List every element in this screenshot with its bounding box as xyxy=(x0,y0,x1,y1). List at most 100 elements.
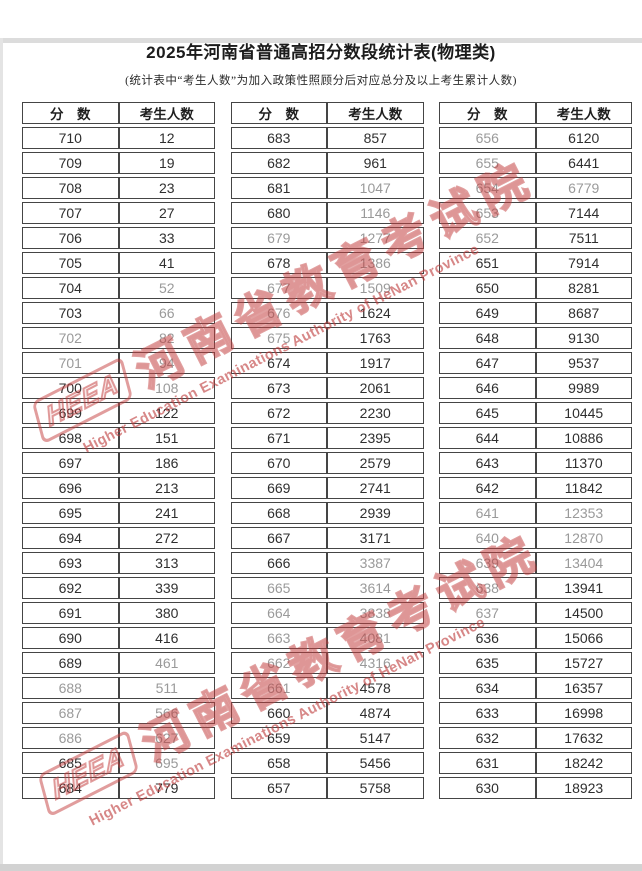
score-cell: 658 xyxy=(230,752,327,774)
count-cell: 9989 xyxy=(535,377,632,399)
count-cell: 2230 xyxy=(327,402,424,424)
score-cell: 694 xyxy=(22,527,119,549)
score-column-header: 分 数 xyxy=(439,102,536,124)
table-row: 669 2741 xyxy=(230,477,424,499)
table-row: 642 11842 xyxy=(439,477,632,499)
score-cell: 699 xyxy=(22,402,119,424)
score-cell: 704 xyxy=(22,277,119,299)
count-cell: 18242 xyxy=(535,752,632,774)
score-cell: 689 xyxy=(22,652,119,674)
table-row: 651 7914 xyxy=(439,252,632,274)
count-cell: 7144 xyxy=(535,202,632,224)
count-cell: 41 xyxy=(118,252,215,274)
table-row: 671 2395 xyxy=(230,427,424,449)
score-cell: 662 xyxy=(230,652,327,674)
count-cell: 380 xyxy=(118,602,215,624)
score-cell: 661 xyxy=(230,677,327,699)
score-cell: 655 xyxy=(439,152,536,174)
score-cell: 635 xyxy=(439,652,536,674)
score-cell: 664 xyxy=(230,602,327,624)
table-row: 707 27 xyxy=(22,202,215,224)
score-cell: 653 xyxy=(439,202,536,224)
count-cell: 566 xyxy=(118,702,215,724)
table-row: 657 5758 xyxy=(230,777,424,799)
score-cell: 646 xyxy=(439,377,536,399)
table-row: 641 12353 xyxy=(439,502,632,524)
photo-edge-top xyxy=(0,38,642,43)
page-title: 2025年河南省普通高招分数段统计表(物理类) xyxy=(146,43,496,62)
count-cell: 1509 xyxy=(327,277,424,299)
score-cell: 671 xyxy=(230,427,327,449)
score-cell: 698 xyxy=(22,427,119,449)
count-cell: 5147 xyxy=(327,727,424,749)
score-cell: 649 xyxy=(439,302,536,324)
table-row: 672 2230 xyxy=(230,402,424,424)
table-row: 688 511 xyxy=(22,677,215,699)
table-row: 670 2579 xyxy=(230,452,424,474)
score-cell: 685 xyxy=(22,752,119,774)
count-cell: 857 xyxy=(327,127,424,149)
table-row: 647 9537 xyxy=(439,352,632,374)
score-cell: 679 xyxy=(230,227,327,249)
count-cell: 52 xyxy=(118,277,215,299)
score-cell: 640 xyxy=(439,527,536,549)
count-cell: 3838 xyxy=(327,602,424,624)
count-cell: 9537 xyxy=(535,352,632,374)
table-row: 680 1146 xyxy=(230,202,424,224)
count-cell: 151 xyxy=(118,427,215,449)
table-row: 685 695 xyxy=(22,752,215,774)
score-cell: 705 xyxy=(22,252,119,274)
score-cell: 691 xyxy=(22,602,119,624)
count-cell: 13941 xyxy=(535,577,632,599)
count-cell: 8687 xyxy=(535,302,632,324)
table-row: 690 416 xyxy=(22,627,215,649)
score-cell: 687 xyxy=(22,702,119,724)
table-row: 653 7144 xyxy=(439,202,632,224)
score-cell: 674 xyxy=(230,352,327,374)
score-cell: 638 xyxy=(439,577,536,599)
count-cell: 12870 xyxy=(535,527,632,549)
count-cell: 1047 xyxy=(327,177,424,199)
score-cell: 651 xyxy=(439,252,536,274)
count-cell: 8281 xyxy=(535,277,632,299)
table-row: 659 5147 xyxy=(230,727,424,749)
score-cell: 708 xyxy=(22,177,119,199)
score-cell: 656 xyxy=(439,127,536,149)
table-row: 674 1917 xyxy=(230,352,424,374)
count-cell: 4081 xyxy=(327,627,424,649)
score-cell: 669 xyxy=(230,477,327,499)
table-row: 663 4081 xyxy=(230,627,424,649)
count-cell: 1624 xyxy=(327,302,424,324)
score-cell: 630 xyxy=(439,777,536,799)
count-cell: 2061 xyxy=(327,377,424,399)
score-cell: 688 xyxy=(22,677,119,699)
table-row: 660 4874 xyxy=(230,702,424,724)
table-row: 635 15727 xyxy=(439,652,632,674)
count-cell: 3171 xyxy=(327,527,424,549)
table-row: 633 16998 xyxy=(439,702,632,724)
count-cell: 627 xyxy=(118,727,215,749)
score-cell: 673 xyxy=(230,377,327,399)
score-cell: 680 xyxy=(230,202,327,224)
header-row: 分 数 考生人数 xyxy=(439,102,632,124)
count-cell: 10886 xyxy=(535,427,632,449)
count-cell: 461 xyxy=(118,652,215,674)
count-cell: 5758 xyxy=(327,777,424,799)
score-cell: 659 xyxy=(230,727,327,749)
score-cell: 683 xyxy=(230,127,327,149)
table-row: 676 1624 xyxy=(230,302,424,324)
count-cell: 6441 xyxy=(535,152,632,174)
header-row: 分 数 考生人数 xyxy=(230,102,424,124)
count-cell: 11842 xyxy=(535,477,632,499)
header-row: 分 数 考生人数 xyxy=(22,102,215,124)
count-cell: 4874 xyxy=(327,702,424,724)
count-cell: 3614 xyxy=(327,577,424,599)
count-cell: 416 xyxy=(118,627,215,649)
count-cell: 5456 xyxy=(327,752,424,774)
count-cell: 241 xyxy=(118,502,215,524)
table-row: 656 6120 xyxy=(439,127,632,149)
count-cell: 2579 xyxy=(327,452,424,474)
score-cell: 668 xyxy=(230,502,327,524)
score-cell: 632 xyxy=(439,727,536,749)
table-row: 700 108 xyxy=(22,377,215,399)
